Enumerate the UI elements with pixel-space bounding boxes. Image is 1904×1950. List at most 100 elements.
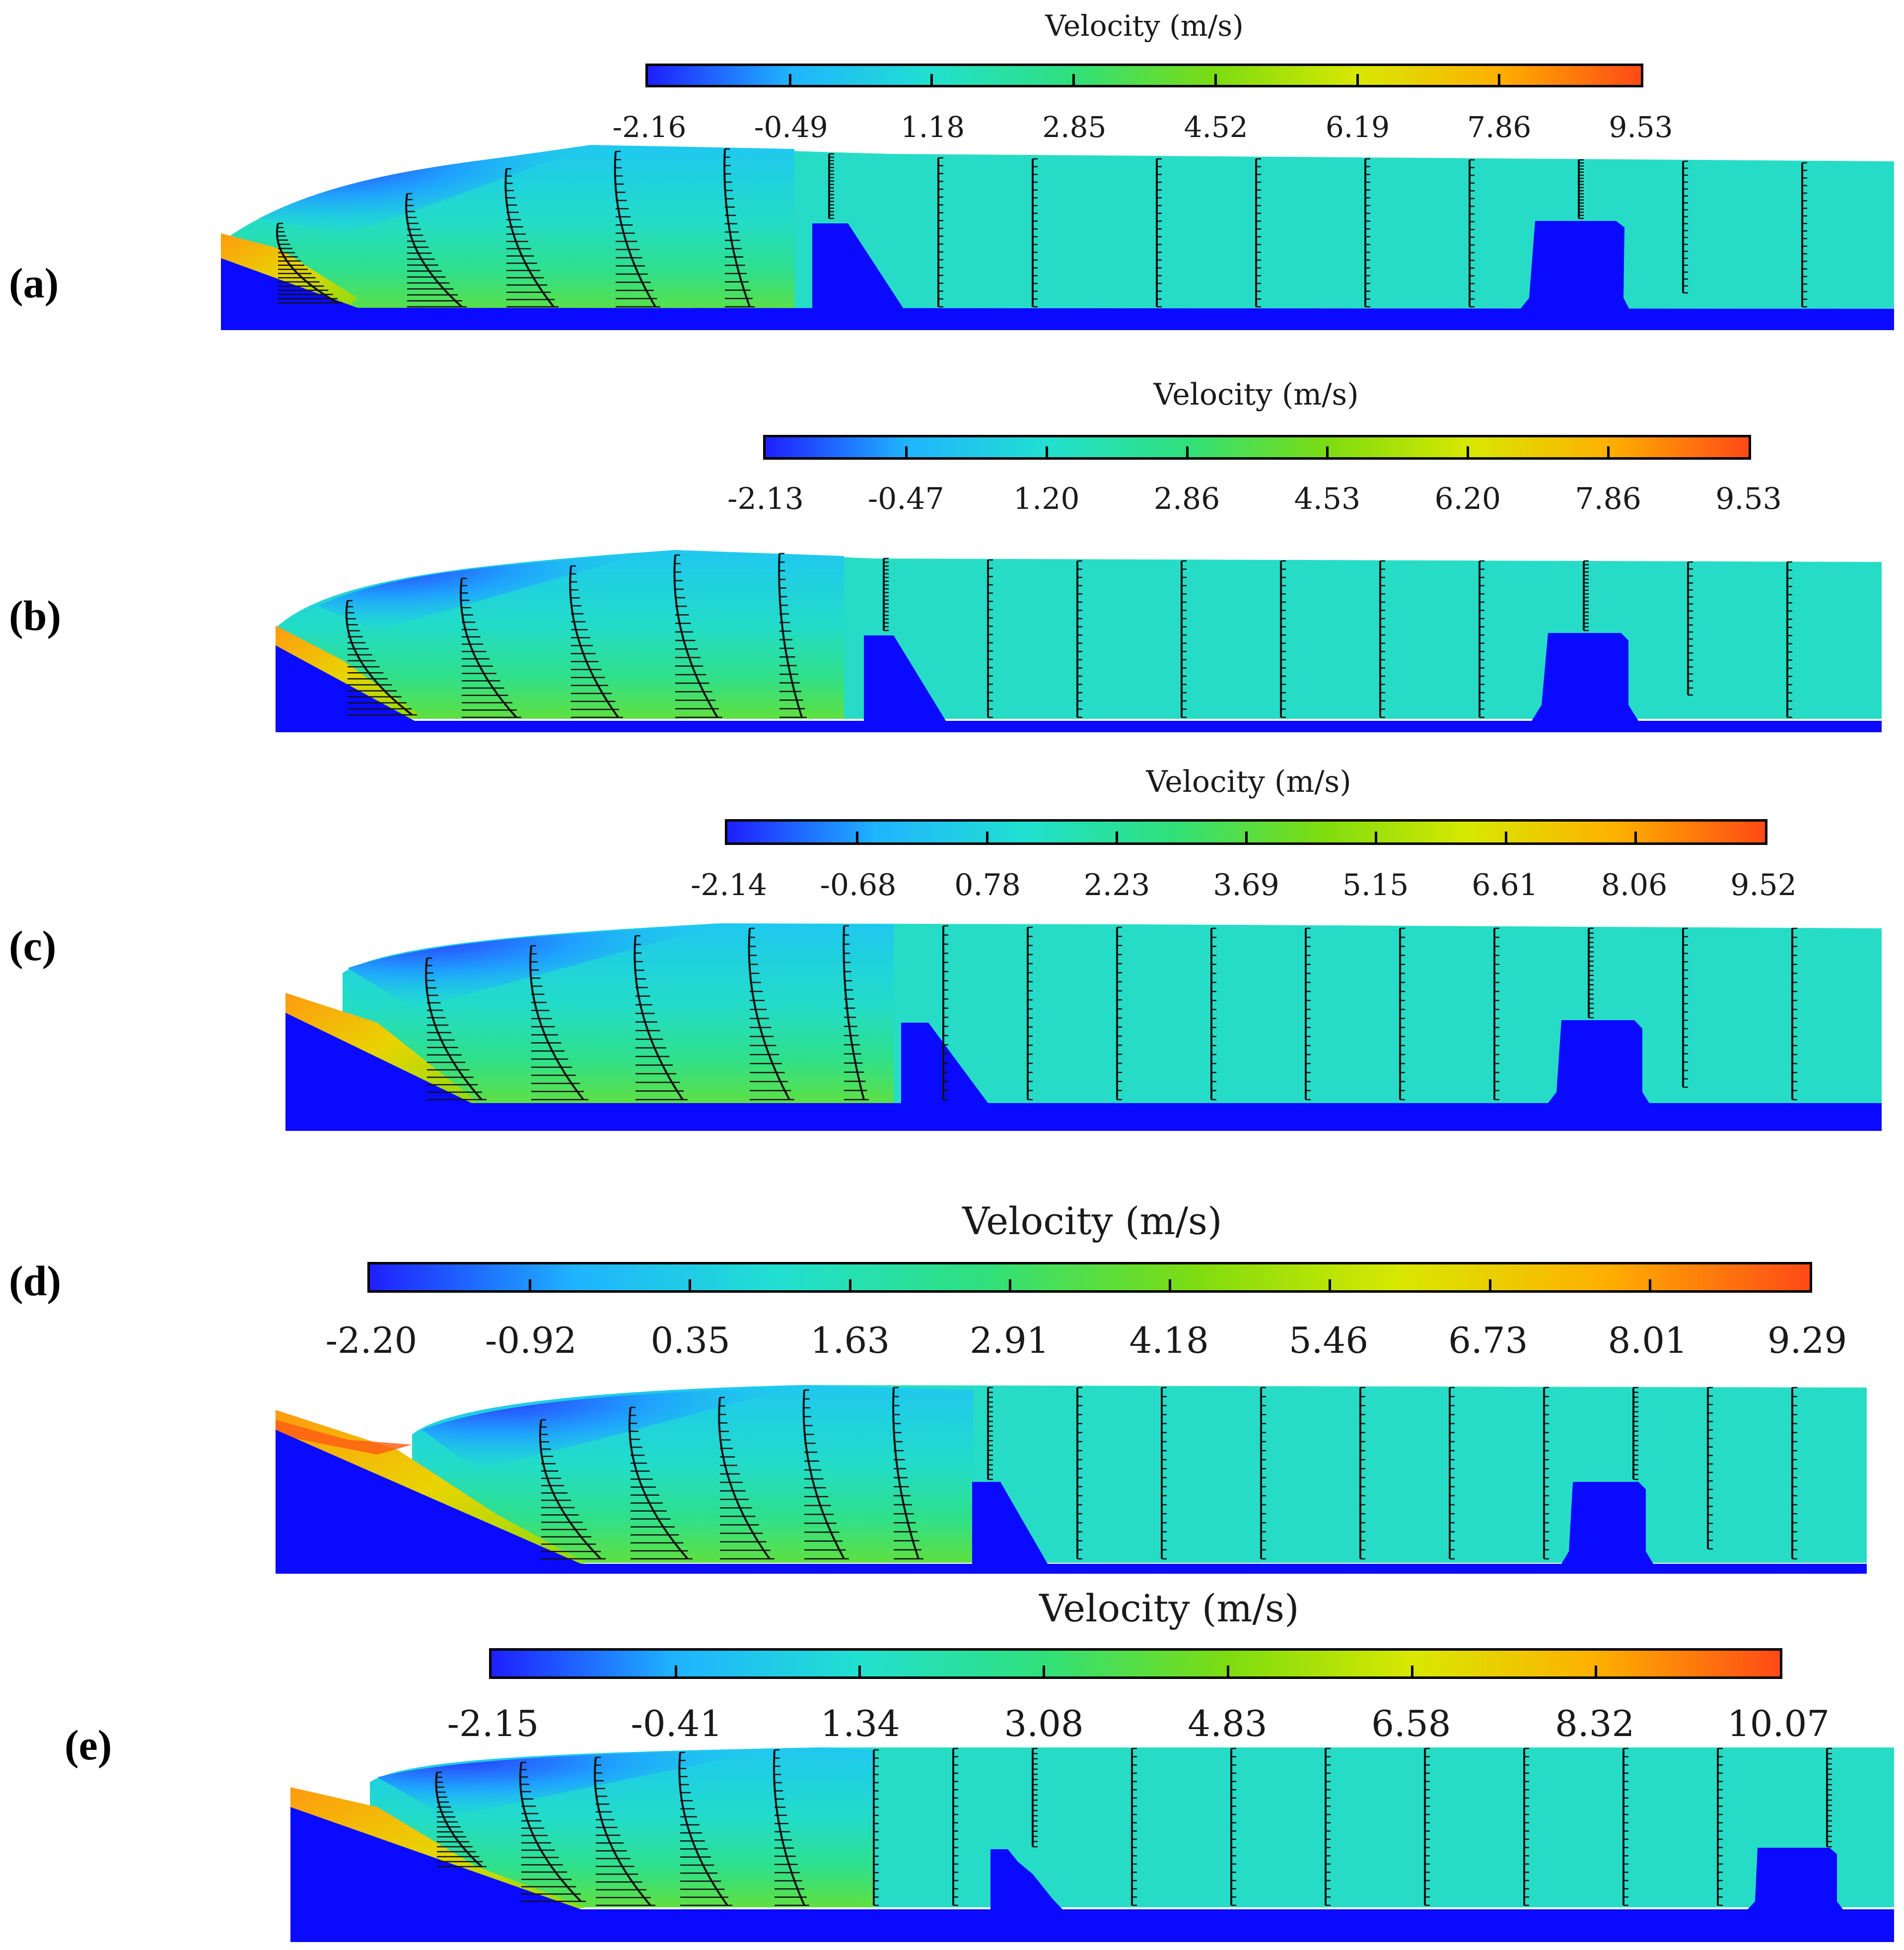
velocity-profile-line (460, 578, 517, 718)
colorbar-tick-mark (1008, 1279, 1011, 1290)
colorbar-tick-label: 9.52 (1730, 868, 1797, 903)
colorbar-tick-label: -2.20 (325, 1320, 418, 1361)
colorbar-tick-label: 3.08 (1004, 1703, 1084, 1744)
colorbar-tick-label: 1.34 (820, 1703, 900, 1744)
flow-panel-d (276, 1385, 1867, 1574)
colorbar-tick-mark (788, 74, 791, 85)
colorbar-d (367, 1262, 1812, 1293)
colorbar-tick-label: -0.49 (754, 110, 828, 144)
colorbar-tick-mark (848, 1279, 851, 1290)
colorbar-title-e: Velocity (m/s) (1039, 1586, 1299, 1630)
colorbar-title-c: Velocity (m/s) (1146, 765, 1351, 799)
colorbar-tick-label: 2.86 (1153, 482, 1220, 516)
colorbar-tick-label: 9.29 (1767, 1320, 1847, 1361)
panel-label-a: (a) (9, 259, 59, 307)
colorbar-tick-label: 2.85 (1042, 110, 1107, 144)
colorbar-tick-mark (1186, 446, 1189, 457)
colorbar-tick-label: 1.63 (810, 1320, 890, 1361)
colorbar-tick-mark (1498, 74, 1501, 85)
colorbar-tick-label: 6.58 (1371, 1703, 1451, 1744)
colorbar-e (489, 1648, 1782, 1679)
colorbar-tick-label: -0.68 (820, 868, 897, 903)
colorbar-tick-mark (1214, 74, 1217, 85)
colorbar-tick-mark (1467, 446, 1470, 457)
colorbar-tick-label: 7.86 (1575, 482, 1641, 516)
colorbar-tick-label: 5.15 (1342, 868, 1409, 903)
velocity-profile-line (843, 925, 865, 1100)
colorbar-tick-mark (1504, 832, 1507, 842)
colorbar-tick-mark (1648, 1279, 1651, 1290)
velocity-profile-line (634, 935, 684, 1101)
colorbar-tick-label: 8.01 (1608, 1320, 1688, 1361)
velocity-profile-line (892, 1387, 919, 1559)
colorbar-tick-mark (1375, 832, 1378, 842)
colorbar-tick-label: -0.41 (631, 1703, 723, 1744)
velocity-profile-line (529, 945, 584, 1101)
colorbar-tick-label: 9.53 (1609, 110, 1673, 144)
colorbar-tick-label: 3.69 (1213, 868, 1279, 903)
velocity-profile-line (594, 1757, 651, 1906)
velocity-profile-line (718, 1397, 771, 1560)
colorbar-tick-mark (1226, 1666, 1229, 1676)
colorbar-tick-label: 6.20 (1434, 482, 1501, 516)
colorbar-tick-label: 5.46 (1288, 1320, 1369, 1361)
colorbar-tick-mark (1326, 446, 1329, 457)
panel-label-d: (d) (9, 1257, 62, 1305)
colorbar-tick-label: 10.07 (1727, 1703, 1830, 1744)
colorbar-title-a: Velocity (m/s) (1045, 9, 1244, 43)
velocity-profile-line (435, 1772, 483, 1868)
colorbar-tick-mark (529, 1279, 532, 1290)
colorbar-title-b: Velocity (m/s) (1153, 377, 1359, 412)
colorbar-tick-mark (930, 74, 933, 85)
velocity-profile-line (405, 193, 463, 308)
colorbar-tick-label: 6.19 (1325, 110, 1390, 144)
colorbar-tick-label: 0.35 (650, 1320, 730, 1361)
colorbar-tick-mark (1595, 1666, 1598, 1676)
colorbar-tick-mark (1072, 74, 1075, 85)
colorbar-tick-mark (1115, 832, 1118, 842)
colorbar-tick-mark (905, 446, 908, 457)
velocity-profile-line (748, 928, 790, 1100)
velocity-profile-line (276, 223, 339, 304)
panel-label-c: (c) (9, 922, 57, 970)
colorbar-tick-label: 6.61 (1472, 868, 1538, 903)
colorbar-tick-label: 9.53 (1715, 482, 1782, 516)
colorbar-tick-label: 8.32 (1554, 1703, 1635, 1744)
colorbar-tick-mark (1410, 1666, 1413, 1676)
velocity-profile-line (723, 148, 751, 307)
velocity-profile-line (425, 958, 483, 1101)
velocity-profile-line (629, 1407, 689, 1560)
colorbar-tick-mark (1607, 446, 1610, 457)
velocity-profile-line (778, 553, 803, 718)
colorbar-tick-mark (1488, 1279, 1491, 1290)
colorbar-tick-label: -2.13 (727, 482, 804, 516)
colorbar-tick-mark (856, 832, 859, 842)
velocity-profile-line (345, 600, 413, 716)
velocity-profile-line (569, 565, 619, 718)
colorbar-tick-label: 2.23 (1083, 868, 1150, 903)
flow-panel-a (221, 145, 1894, 330)
colorbar-tick-mark (986, 832, 988, 842)
colorbar-tick-mark (1356, 74, 1359, 85)
colorbar-tick-label: 6.73 (1448, 1320, 1528, 1361)
colorbar-tick-label: 4.52 (1184, 110, 1248, 144)
colorbar-tick-label: 7.86 (1467, 110, 1532, 144)
colorbar-tick-mark (1329, 1279, 1332, 1290)
velocity-profile-line (504, 168, 555, 308)
colorbar-tick-label: -2.16 (612, 110, 687, 144)
colorbar-tick-label: 8.06 (1601, 868, 1668, 903)
colorbar-tick-mark (1245, 832, 1248, 842)
velocity-profile-line (519, 1762, 582, 1902)
colorbar-tick-label: 0.78 (954, 868, 1021, 903)
colorbar-tick-mark (689, 1279, 692, 1290)
colorbar-tick-mark (858, 1666, 861, 1676)
colorbar-tick-label: 4.83 (1188, 1703, 1268, 1744)
velocity-profile-line (673, 555, 718, 718)
colorbar-tick-label: -0.47 (867, 482, 944, 516)
velocity-profile-line (802, 1390, 845, 1559)
colorbar-tick-mark (1634, 832, 1637, 842)
colorbar-tick-label: 2.91 (970, 1320, 1050, 1361)
colorbar-c (725, 819, 1767, 845)
